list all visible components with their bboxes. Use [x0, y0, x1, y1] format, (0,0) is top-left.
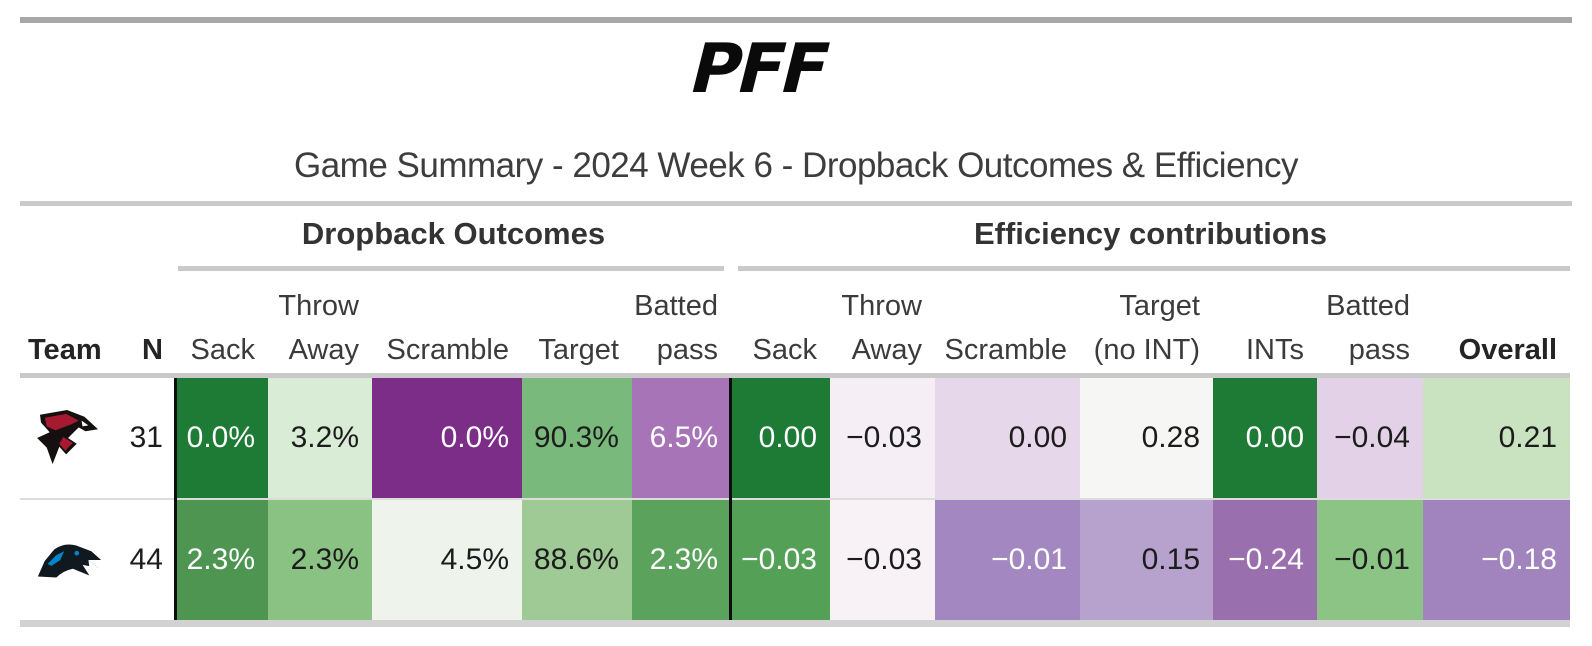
column-header-n: N: [142, 334, 163, 366]
stat-cell-batted-pass-1: 2.3%: [632, 500, 731, 620]
stat-cell-throw-away-2: −0.03: [830, 378, 935, 498]
title-divider: [20, 201, 1572, 206]
column-header-throw-away-1: Throw Away: [278, 290, 359, 366]
header-divider: [20, 373, 1570, 378]
team-logo-cell: [20, 378, 120, 498]
column-header-batted-pass-2: Batted pass: [1326, 290, 1410, 366]
stat-cell-ints: −0.24: [1213, 500, 1317, 620]
panthers-logo: [37, 544, 102, 578]
stat-cell-throw-away-1: 2.3%: [268, 500, 372, 620]
bottom-divider: [20, 620, 1570, 627]
n-cell: 31: [129, 421, 163, 454]
stat-cell-scramble-2: −0.01: [935, 500, 1080, 620]
stat-cell-ints: 0.00: [1213, 378, 1317, 498]
column-header-sack-1: Sack: [190, 334, 255, 366]
group-header-efficiency-contributions: Efficiency contributions: [973, 216, 1328, 251]
column-header-scramble-2: Scramble: [944, 334, 1068, 366]
table-row-panthers: 44 2.3% 2.3% 4.5% 88.6% 2.3% −0.03 −0.03…: [20, 500, 1570, 620]
stat-cell-target-no-int: 0.15: [1080, 500, 1213, 620]
group-divider-line-1: [174, 378, 177, 620]
stat-cell-scramble-1: 0.0%: [372, 378, 522, 498]
column-header-overall: Overall: [1458, 334, 1557, 366]
table-row-falcons: 31 0.0% 3.2% 0.0% 90.3% 6.5% 0.00 −0.03 …: [20, 378, 1570, 498]
stat-cell-throw-away-1: 3.2%: [268, 378, 372, 498]
stat-cell-batted-pass-3: −0.04: [1317, 378, 1423, 498]
column-header-scramble-1: Scramble: [386, 334, 510, 366]
column-header-throw-away-2: Throw Away: [841, 290, 922, 366]
column-header-row: Team N Sack Throw Away Scramble Target Ba…: [20, 274, 1570, 372]
top-divider: [20, 17, 1572, 23]
column-header-target-no-int: Target (no INT): [1093, 290, 1200, 366]
pff-logo: PFF: [0, 34, 1592, 104]
row-divider: [20, 498, 1570, 500]
stats-table: Dropback Outcomes Efficiency contributio…: [20, 210, 1570, 640]
team-logo-cell: [20, 500, 120, 620]
group-header-dropback-outcomes: Dropback Outcomes: [301, 216, 606, 251]
stat-cell-scramble-1: 4.5%: [372, 500, 522, 620]
pff-logo-mark: PFF: [682, 34, 835, 104]
group-divider-line-2: [729, 378, 732, 620]
column-header-ints: INTs: [1246, 334, 1304, 366]
stat-cell-sack-2: −0.03: [731, 500, 830, 620]
n-cell: 44: [129, 543, 163, 576]
stat-cell-sack-1: 0.0%: [176, 378, 268, 498]
stat-cell-throw-away-2: −0.03: [830, 500, 935, 620]
stat-cell-batted-pass-1: 6.5%: [632, 378, 731, 498]
table-body: 31 0.0% 3.2% 0.0% 90.3% 6.5% 0.00 −0.03 …: [20, 378, 1570, 620]
stat-cell-target-1: 88.6%: [522, 500, 632, 620]
column-header-target-1: Target: [538, 334, 619, 366]
column-header-team: Team: [28, 334, 102, 366]
stat-cell-overall: −0.18: [1423, 500, 1570, 620]
stat-cell-scramble-2: 0.00: [935, 378, 1080, 498]
stat-cell-sack-1: 2.3%: [176, 500, 268, 620]
group-underline-dropback: [178, 266, 724, 271]
stat-cell-sack-2: 0.00: [731, 378, 830, 498]
stat-cell-target-1: 90.3%: [522, 378, 632, 498]
pff-logo-text: PFF: [682, 34, 835, 104]
stat-cell-overall: 0.21: [1423, 378, 1570, 498]
stat-cell-batted-pass-3: −0.01: [1317, 500, 1423, 620]
falcons-logo: [37, 409, 98, 465]
column-header-sack-2: Sack: [752, 334, 817, 366]
group-underline-efficiency: [738, 266, 1570, 271]
page-title: Game Summary - 2024 Week 6 - Dropback Ou…: [293, 146, 1299, 185]
stat-cell-target-no-int: 0.28: [1080, 378, 1213, 498]
column-header-batted-pass-1: Batted pass: [634, 290, 718, 366]
